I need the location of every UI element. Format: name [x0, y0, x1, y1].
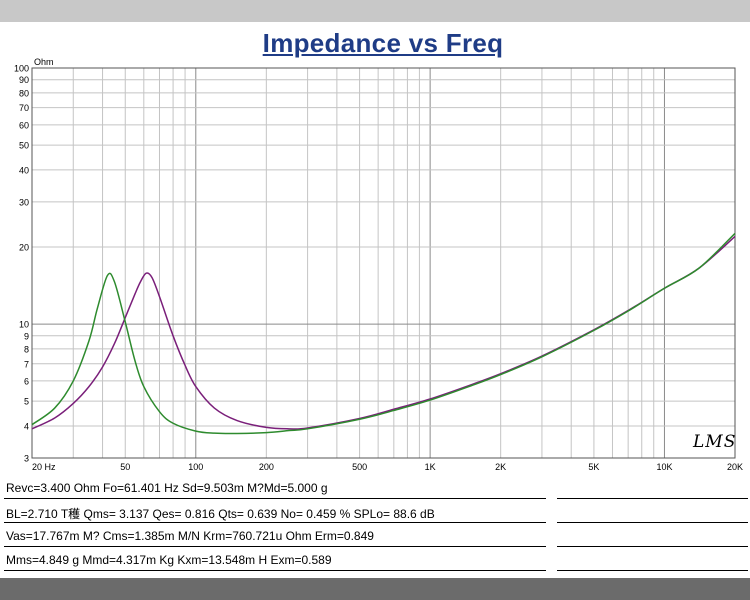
- y-tick-label: 3: [24, 454, 29, 464]
- bottom-bar: [0, 578, 750, 600]
- x-tick-label: 100: [188, 462, 203, 472]
- y-tick-label: 4: [24, 422, 29, 432]
- y-tick-label: 8: [24, 344, 29, 354]
- x-tick-label: 500: [352, 462, 367, 472]
- top-bar: [0, 0, 750, 22]
- y-tick-label: 60: [19, 120, 29, 130]
- y-tick-label: 6: [24, 376, 29, 386]
- y-tick-label: 9: [24, 331, 29, 341]
- param-text-revc: Revc=3.400 Ohm Fo=61.401 Hz Sd=9.503m M?…: [6, 481, 328, 495]
- x-tick-label: 5K: [588, 462, 599, 472]
- x-tick-label: 1K: [425, 462, 436, 472]
- series-line-2: [31, 232, 736, 435]
- y-axis-label: Ohm: [34, 57, 54, 67]
- chart-title: Impedance vs Freq: [262, 28, 504, 58]
- x-tick-label: 10K: [656, 462, 672, 472]
- param-row-2: BL=2.710 T穫 Qms= 3.137 Qes= 0.816 Qts= 0…: [0, 503, 750, 523]
- y-tick-label: 80: [19, 88, 29, 98]
- param-text-bl: BL=2.710 T穫 Qms= 3.137 Qes= 0.816 Qts= 0…: [6, 507, 435, 521]
- x-tick-label: 2K: [495, 462, 506, 472]
- param-row-4: Mms=4.849 g Mmd=4.317m Kg Kxm=13.548m H …: [0, 551, 750, 571]
- x-tick-label: 200: [259, 462, 274, 472]
- y-tick-label: 20: [19, 243, 29, 253]
- y-tick-label: 90: [19, 75, 29, 85]
- y-tick-label: 100: [14, 64, 29, 74]
- y-tick-label: 30: [19, 197, 29, 207]
- y-tick-label: 5: [24, 397, 29, 407]
- y-tick-label: 7: [24, 359, 29, 369]
- x-tick-label: 20K: [727, 462, 743, 472]
- x-tick-label: 20 Hz: [32, 462, 56, 472]
- lms-logo: LMS: [693, 432, 737, 452]
- param-row-1: Revc=3.400 Ohm Fo=61.401 Hz Sd=9.503m M?…: [0, 479, 750, 499]
- plot-border: [31, 67, 736, 459]
- plot-area: [32, 68, 735, 458]
- y-tick-label: 40: [19, 165, 29, 175]
- y-tick-label: 50: [19, 141, 29, 151]
- y-tick-label: 70: [19, 103, 29, 113]
- x-tick-label: 50: [120, 462, 130, 472]
- param-text-mms: Mms=4.849 g Mmd=4.317m Kg Kxm=13.548m H …: [6, 553, 332, 567]
- param-row-3: Vas=17.767m M? Cms=1.385m M/N Krm=760.72…: [0, 527, 750, 547]
- y-tick-label: 10: [19, 320, 29, 330]
- param-text-vas: Vas=17.767m M? Cms=1.385m M/N Krm=760.72…: [6, 529, 374, 543]
